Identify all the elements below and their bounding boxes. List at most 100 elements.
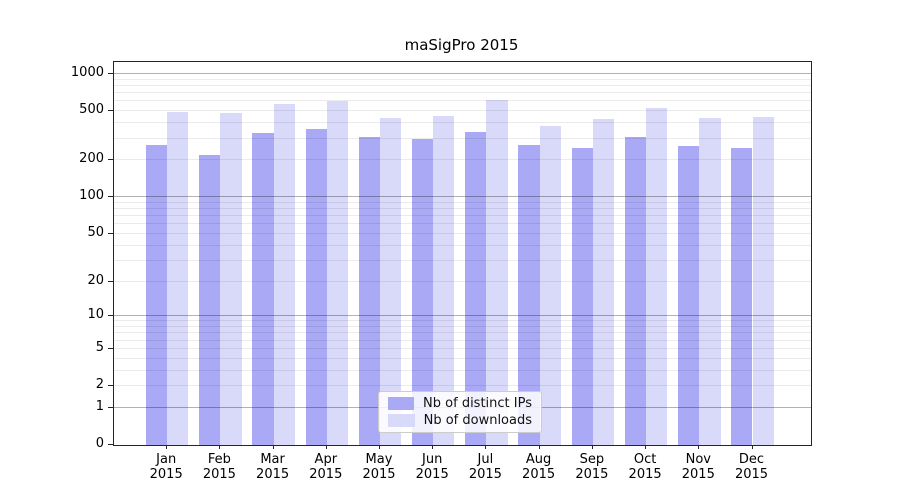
- gridline-900: [114, 78, 811, 80]
- bar-downloads-sep: [592, 118, 615, 445]
- bar-downloads-may: [380, 118, 402, 445]
- x-tick-mark: [325, 445, 327, 449]
- x-tick-label-feb: Feb 2015: [202, 452, 236, 482]
- chart-title: maSigPro 2015: [404, 36, 519, 54]
- legend-swatch-distinct-ips: [388, 397, 415, 411]
- legend-item-downloads: Nb of downloads: [388, 413, 532, 428]
- bar-downloads-oct: [646, 107, 668, 445]
- gridline-1000: [114, 73, 811, 74]
- y-tick-label-0: 0: [95, 436, 104, 451]
- gridline-600: [114, 100, 811, 102]
- bar-distinct-ips-feb: [199, 155, 221, 445]
- legend-label-downloads: Nb of downloads: [423, 412, 532, 428]
- bars-layer: [114, 62, 811, 445]
- bar-distinct-ips-mar: [252, 133, 274, 445]
- gridline-700: [114, 92, 811, 94]
- y-tick-label-1: 1: [95, 398, 104, 414]
- bar-downloads-jul: [486, 100, 508, 445]
- bar-distinct-ips-jan: [145, 145, 168, 445]
- gridline-8: [114, 326, 811, 327]
- gridline-100: [114, 196, 811, 198]
- y-tick-mark: [108, 110, 113, 112]
- x-tick-mark: [379, 445, 380, 449]
- bar-downloads-mar: [273, 103, 295, 445]
- y-tick-mark: [108, 73, 113, 74]
- x-tick-label-jul: Jul 2015: [468, 452, 502, 482]
- plot-area: [113, 61, 812, 446]
- y-tick-label-20: 20: [87, 272, 104, 288]
- y-tick-mark: [108, 406, 113, 408]
- gridline-60: [114, 223, 811, 225]
- gridline-400: [114, 122, 811, 124]
- gridline-2: [114, 385, 811, 386]
- gridline-30: [114, 259, 811, 261]
- x-tick-mark: [591, 445, 593, 449]
- y-tick-label-2: 2: [95, 377, 104, 392]
- y-tick-mark: [108, 159, 113, 161]
- y-tick-mark: [108, 315, 113, 317]
- gridline-300: [114, 137, 811, 139]
- gridline-40: [114, 244, 811, 246]
- bar-distinct-ips-jul: [465, 131, 487, 445]
- gridline-70: [114, 215, 811, 217]
- x-tick-label-may: May 2015: [362, 452, 396, 482]
- x-tick-label-dec: Dec 2015: [734, 452, 769, 482]
- x-tick-label-mar: Mar 2015: [256, 452, 290, 482]
- gridline-6: [114, 339, 811, 341]
- x-tick-label-sep: Sep 2015: [575, 452, 609, 482]
- gridline-5: [114, 347, 811, 349]
- bar-downloads-nov: [699, 118, 721, 445]
- y-tick-mark: [108, 347, 113, 349]
- x-tick-mark: [219, 445, 221, 449]
- gridline-4: [114, 357, 811, 359]
- bar-downloads-dec: [752, 116, 774, 445]
- y-tick-label-50: 50: [87, 224, 104, 240]
- x-tick-mark: [645, 445, 647, 449]
- x-tick-mark: [272, 445, 274, 449]
- y-tick-label-5: 5: [95, 339, 104, 355]
- y-tick-mark: [108, 280, 113, 282]
- x-tick-mark: [432, 445, 434, 449]
- x-tick-mark: [538, 445, 540, 449]
- y-tick-mark: [108, 232, 113, 234]
- bar-distinct-ips-dec: [731, 148, 753, 445]
- gridline-10: [114, 315, 811, 317]
- gridline-800: [114, 85, 811, 86]
- x-tick-mark: [485, 445, 487, 449]
- gridline-20: [114, 280, 811, 282]
- legend-swatch-downloads: [388, 413, 415, 427]
- y-tick-label-500: 500: [79, 102, 104, 118]
- x-tick-mark: [166, 445, 168, 449]
- bar-downloads-aug: [539, 125, 561, 445]
- y-tick-mark: [108, 444, 113, 445]
- bar-downloads-jan: [167, 111, 189, 445]
- x-tick-label-jun: Jun 2015: [415, 452, 449, 482]
- x-tick-mark: [698, 445, 700, 449]
- bar-distinct-ips-sep: [571, 148, 593, 445]
- bar-downloads-feb: [220, 112, 242, 445]
- bar-distinct-ips-apr: [305, 128, 327, 445]
- bar-distinct-ips-nov: [678, 146, 700, 445]
- y-tick-label-100: 100: [79, 188, 104, 204]
- gridline-7: [114, 332, 811, 334]
- x-tick-label-jan: Jan 2015: [149, 452, 183, 482]
- y-tick-label-200: 200: [79, 151, 104, 167]
- x-tick-label-apr: Apr 2015: [309, 452, 343, 482]
- grid-layer: [114, 62, 811, 445]
- y-tick-mark: [108, 385, 113, 386]
- gridline-80: [114, 208, 811, 209]
- x-tick-mark: [751, 445, 753, 449]
- x-tick-label-nov: Nov 2015: [681, 452, 715, 482]
- bar-downloads-apr: [326, 101, 349, 445]
- x-tick-label-oct: Oct 2015: [628, 452, 662, 482]
- legend-label-distinct-ips: Nb of distinct IPs: [423, 396, 532, 412]
- bar-distinct-ips-aug: [518, 145, 540, 445]
- y-tick-label-1000: 1000: [70, 65, 104, 80]
- gridline-9: [114, 320, 811, 322]
- legend: Nb of distinct IPs Nb of downloads: [378, 391, 542, 433]
- bar-downloads-jun: [433, 116, 455, 445]
- gridline-50: [114, 232, 811, 234]
